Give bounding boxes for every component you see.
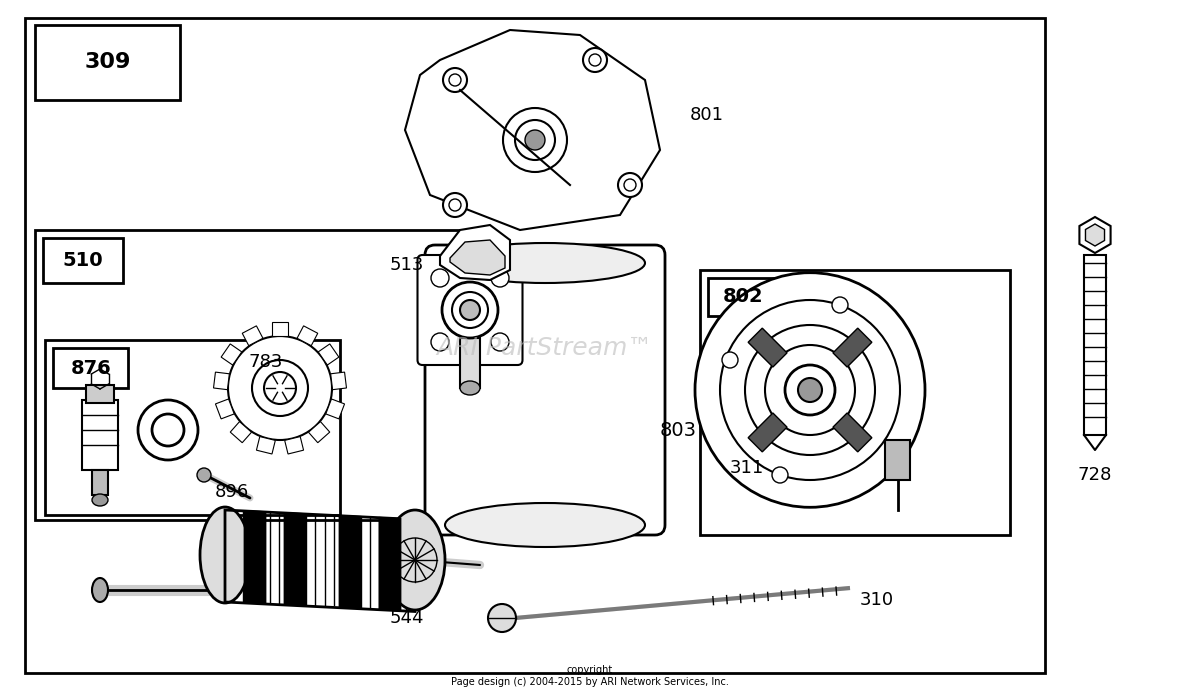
Polygon shape <box>340 517 360 607</box>
Polygon shape <box>1086 224 1104 246</box>
Polygon shape <box>245 512 266 603</box>
Circle shape <box>228 336 332 440</box>
Text: 510: 510 <box>63 251 104 270</box>
Text: 803: 803 <box>660 421 697 440</box>
Text: 311: 311 <box>730 459 765 477</box>
Polygon shape <box>216 399 234 419</box>
Polygon shape <box>1080 217 1110 253</box>
Polygon shape <box>230 421 251 442</box>
Ellipse shape <box>445 243 645 283</box>
Circle shape <box>491 269 509 287</box>
Polygon shape <box>440 225 510 280</box>
Text: ARI PartStream™: ARI PartStream™ <box>437 336 654 360</box>
Text: 544: 544 <box>391 609 425 627</box>
Circle shape <box>264 372 296 404</box>
Circle shape <box>460 300 480 320</box>
Bar <box>1084 255 1106 435</box>
Bar <box>435 255 655 525</box>
Polygon shape <box>319 344 339 365</box>
Text: 801: 801 <box>690 106 725 124</box>
Polygon shape <box>330 372 347 390</box>
Ellipse shape <box>695 273 925 508</box>
Circle shape <box>525 130 545 150</box>
Text: 783: 783 <box>248 353 282 371</box>
Polygon shape <box>405 30 660 230</box>
Circle shape <box>253 360 308 416</box>
Text: 513: 513 <box>391 256 425 274</box>
Polygon shape <box>297 326 317 346</box>
Circle shape <box>450 74 461 86</box>
Text: 802: 802 <box>722 288 763 307</box>
Bar <box>25 18 1045 673</box>
Polygon shape <box>748 328 787 367</box>
Bar <box>708 278 778 316</box>
Circle shape <box>503 108 568 172</box>
Bar <box>53 348 127 388</box>
Polygon shape <box>380 518 400 609</box>
Bar <box>35 25 181 100</box>
Text: 896: 896 <box>215 483 249 501</box>
Circle shape <box>785 365 835 415</box>
Circle shape <box>722 352 738 368</box>
FancyBboxPatch shape <box>425 245 666 535</box>
Polygon shape <box>450 240 505 275</box>
Circle shape <box>514 120 555 160</box>
Circle shape <box>197 468 211 482</box>
Text: Page design (c) 2004-2015 by ARI Network Services, Inc.: Page design (c) 2004-2015 by ARI Network… <box>451 677 729 687</box>
Circle shape <box>618 173 642 197</box>
Circle shape <box>450 199 461 211</box>
Circle shape <box>772 467 788 483</box>
Circle shape <box>798 378 822 402</box>
Bar <box>42 238 123 283</box>
Circle shape <box>489 604 516 632</box>
Polygon shape <box>273 322 288 336</box>
Polygon shape <box>833 413 872 452</box>
Circle shape <box>452 292 489 328</box>
Polygon shape <box>214 372 229 390</box>
Bar <box>81 400 118 470</box>
Circle shape <box>583 48 607 72</box>
Ellipse shape <box>92 578 109 602</box>
Circle shape <box>589 54 601 66</box>
FancyBboxPatch shape <box>418 255 523 365</box>
Text: 310: 310 <box>860 591 894 609</box>
Ellipse shape <box>92 494 109 506</box>
Polygon shape <box>221 344 242 365</box>
Ellipse shape <box>460 381 480 395</box>
Bar <box>460 338 480 388</box>
Polygon shape <box>286 514 304 605</box>
Bar <box>35 230 465 520</box>
Bar <box>45 340 340 515</box>
Polygon shape <box>833 328 872 367</box>
Bar <box>86 385 114 403</box>
Circle shape <box>832 297 848 313</box>
Bar <box>92 470 109 495</box>
Circle shape <box>624 179 636 191</box>
Circle shape <box>138 400 198 460</box>
Text: 876: 876 <box>71 358 111 377</box>
Text: 728: 728 <box>1077 466 1113 484</box>
Ellipse shape <box>385 510 445 610</box>
Circle shape <box>431 269 450 287</box>
Polygon shape <box>242 326 263 346</box>
Bar <box>700 270 1010 535</box>
Polygon shape <box>308 421 329 442</box>
Polygon shape <box>326 399 345 419</box>
Polygon shape <box>748 413 787 452</box>
Circle shape <box>442 193 467 217</box>
Circle shape <box>431 333 450 351</box>
Ellipse shape <box>445 503 645 547</box>
Bar <box>885 440 910 480</box>
Text: copyright: copyright <box>566 665 614 675</box>
Circle shape <box>491 333 509 351</box>
Circle shape <box>442 68 467 92</box>
Polygon shape <box>284 437 303 454</box>
Polygon shape <box>256 437 275 454</box>
Ellipse shape <box>199 507 250 603</box>
Circle shape <box>442 282 498 338</box>
Circle shape <box>152 414 184 446</box>
Text: 309: 309 <box>84 52 131 73</box>
